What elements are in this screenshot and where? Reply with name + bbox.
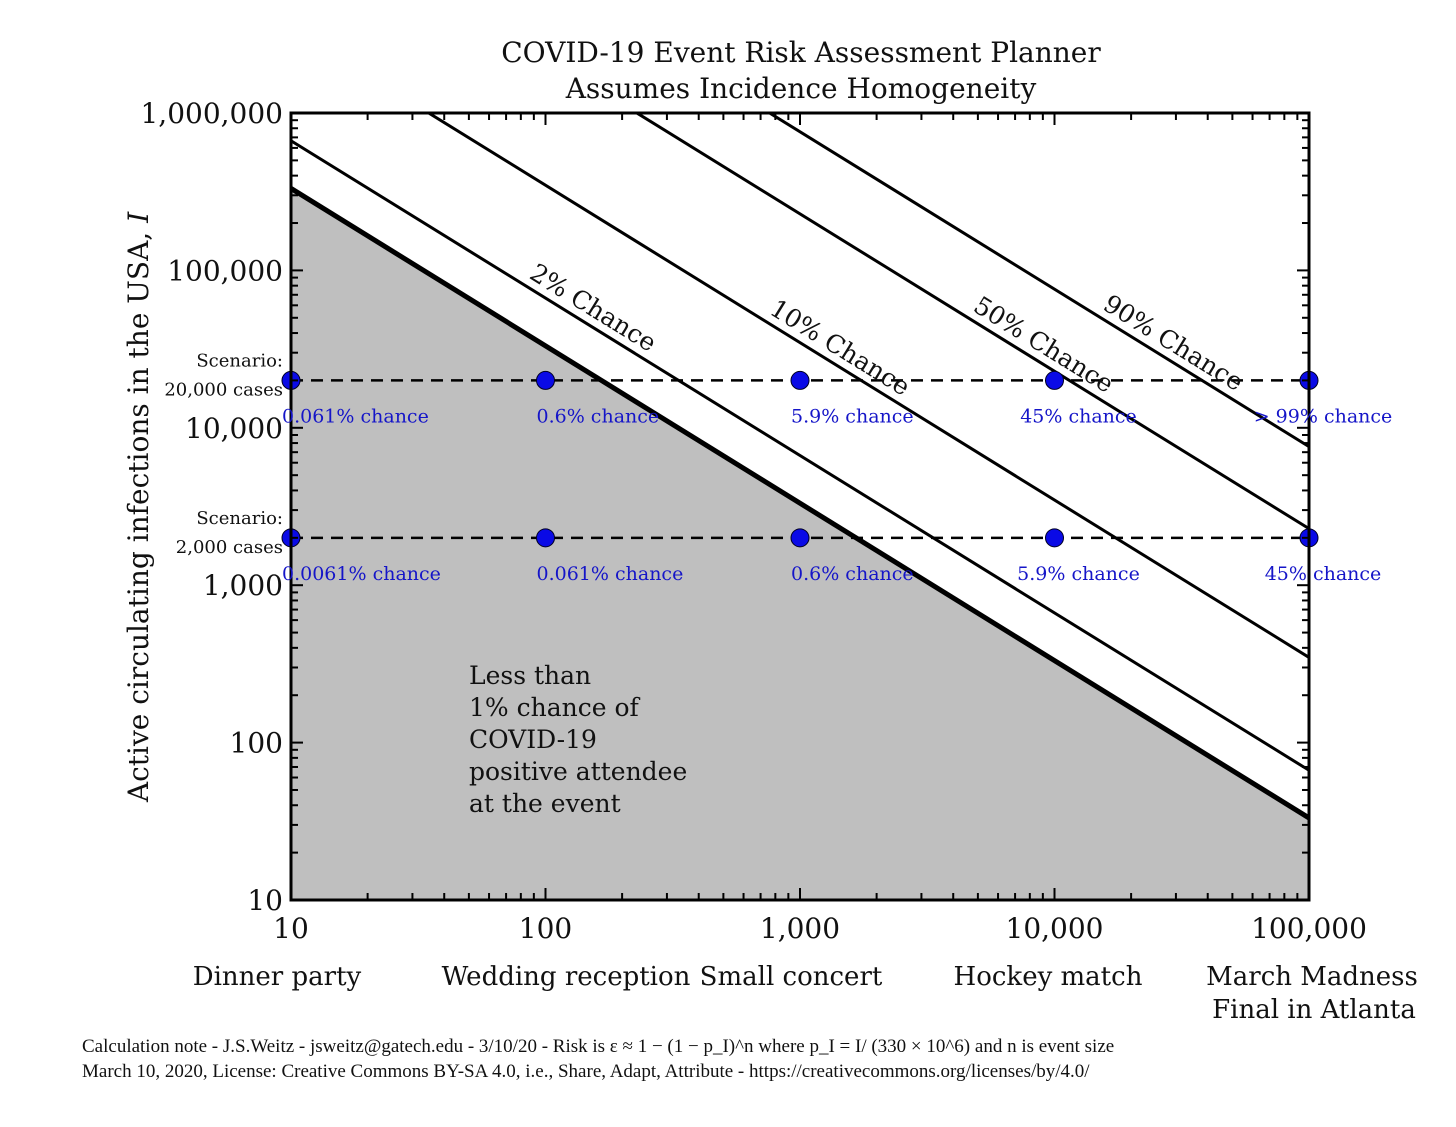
- y-tick-label: 100,000: [167, 254, 283, 287]
- shaded-region-text: COVID-19: [469, 725, 597, 754]
- y-tick-label: 1,000,000: [140, 97, 283, 130]
- y-tick-label: 1,000: [203, 569, 283, 602]
- scenario-marker: [536, 528, 555, 548]
- x-tick-label: 100: [519, 912, 572, 945]
- scenario-marker: [1045, 370, 1064, 390]
- y-tick-label: 10: [247, 884, 283, 917]
- threshold-line-1pct: [291, 186, 1309, 821]
- y-axis-label: Active circulating infections in the USA…: [122, 211, 155, 803]
- chance-label: 45% chance: [1265, 563, 1382, 585]
- risk-line-50pct: [634, 113, 1309, 530]
- scenario-marker: [790, 528, 810, 548]
- risk-line-90pct: [766, 113, 1309, 448]
- shaded-region-text: at the event: [469, 789, 621, 818]
- x-tick-label: 100,000: [1251, 912, 1367, 945]
- curve-label-2pct: 2% Chance: [525, 258, 662, 358]
- scenario-marker: [790, 370, 810, 390]
- curve-label-10pct: 10% Chance: [765, 293, 915, 401]
- chance-label: > 99% chance: [1254, 405, 1393, 427]
- scenario-label: Scenario:: [196, 508, 283, 529]
- chance-label: 0.061% chance: [537, 563, 684, 585]
- shaded-region-text: positive attendee: [469, 757, 687, 786]
- event-category-label: Final in Atlanta: [1212, 995, 1416, 1025]
- footnote-line-2: March 10, 2020, License: Creative Common…: [82, 1061, 1090, 1082]
- scenario-cases-label: 20,000 cases: [164, 379, 283, 400]
- shaded-region-text: Less than: [469, 661, 591, 690]
- chart-subtitle: Assumes Incidence Homogeneity: [565, 72, 1037, 105]
- event-category-label: Small concert: [700, 962, 883, 992]
- event-category-label: March Madness: [1206, 962, 1418, 992]
- chance-label: 0.6% chance: [537, 405, 660, 427]
- risk-line-10pct: [425, 113, 1309, 659]
- chart-title: COVID-19 Event Risk Assessment Planner: [501, 36, 1101, 69]
- calculation-note: Calculation note - J.S.Weitz - jsweitz@g…: [82, 1034, 1382, 1084]
- chance-label: 0.6% chance: [791, 563, 914, 585]
- event-category-label: Dinner party: [193, 962, 362, 992]
- scenario-cases-label: 2,000 cases: [176, 537, 283, 558]
- y-tick-label: 100: [230, 727, 283, 760]
- scenario-marker: [536, 370, 555, 390]
- event-category-label: Wedding reception: [442, 962, 691, 992]
- curve-label-50pct: 50% Chance: [969, 291, 1119, 399]
- footnote-line-1: Calculation note - J.S.Weitz - jsweitz@g…: [82, 1036, 1115, 1057]
- risk-line-2pct: [291, 139, 1309, 772]
- risk-lines: [291, 113, 1309, 821]
- scenario-marker: [1045, 528, 1064, 548]
- event-category-label: Hockey match: [954, 962, 1143, 992]
- x-tick-label: 10: [273, 912, 309, 945]
- chance-label: 0.0061% chance: [282, 563, 441, 585]
- chance-label: 5.9% chance: [1017, 563, 1140, 585]
- x-tick-label: 1,000: [760, 912, 840, 945]
- chance-label: 45% chance: [1020, 405, 1137, 427]
- y-tick-label: 10,000: [185, 412, 283, 445]
- chance-label: 5.9% chance: [791, 405, 914, 427]
- shaded-region-text: 1% chance of: [469, 693, 641, 722]
- x-tick-label: 10,000: [1006, 912, 1104, 945]
- scenario-label: Scenario:: [196, 350, 283, 371]
- chance-label: 0.061% chance: [282, 405, 429, 427]
- axis-ticks: [289, 111, 1311, 902]
